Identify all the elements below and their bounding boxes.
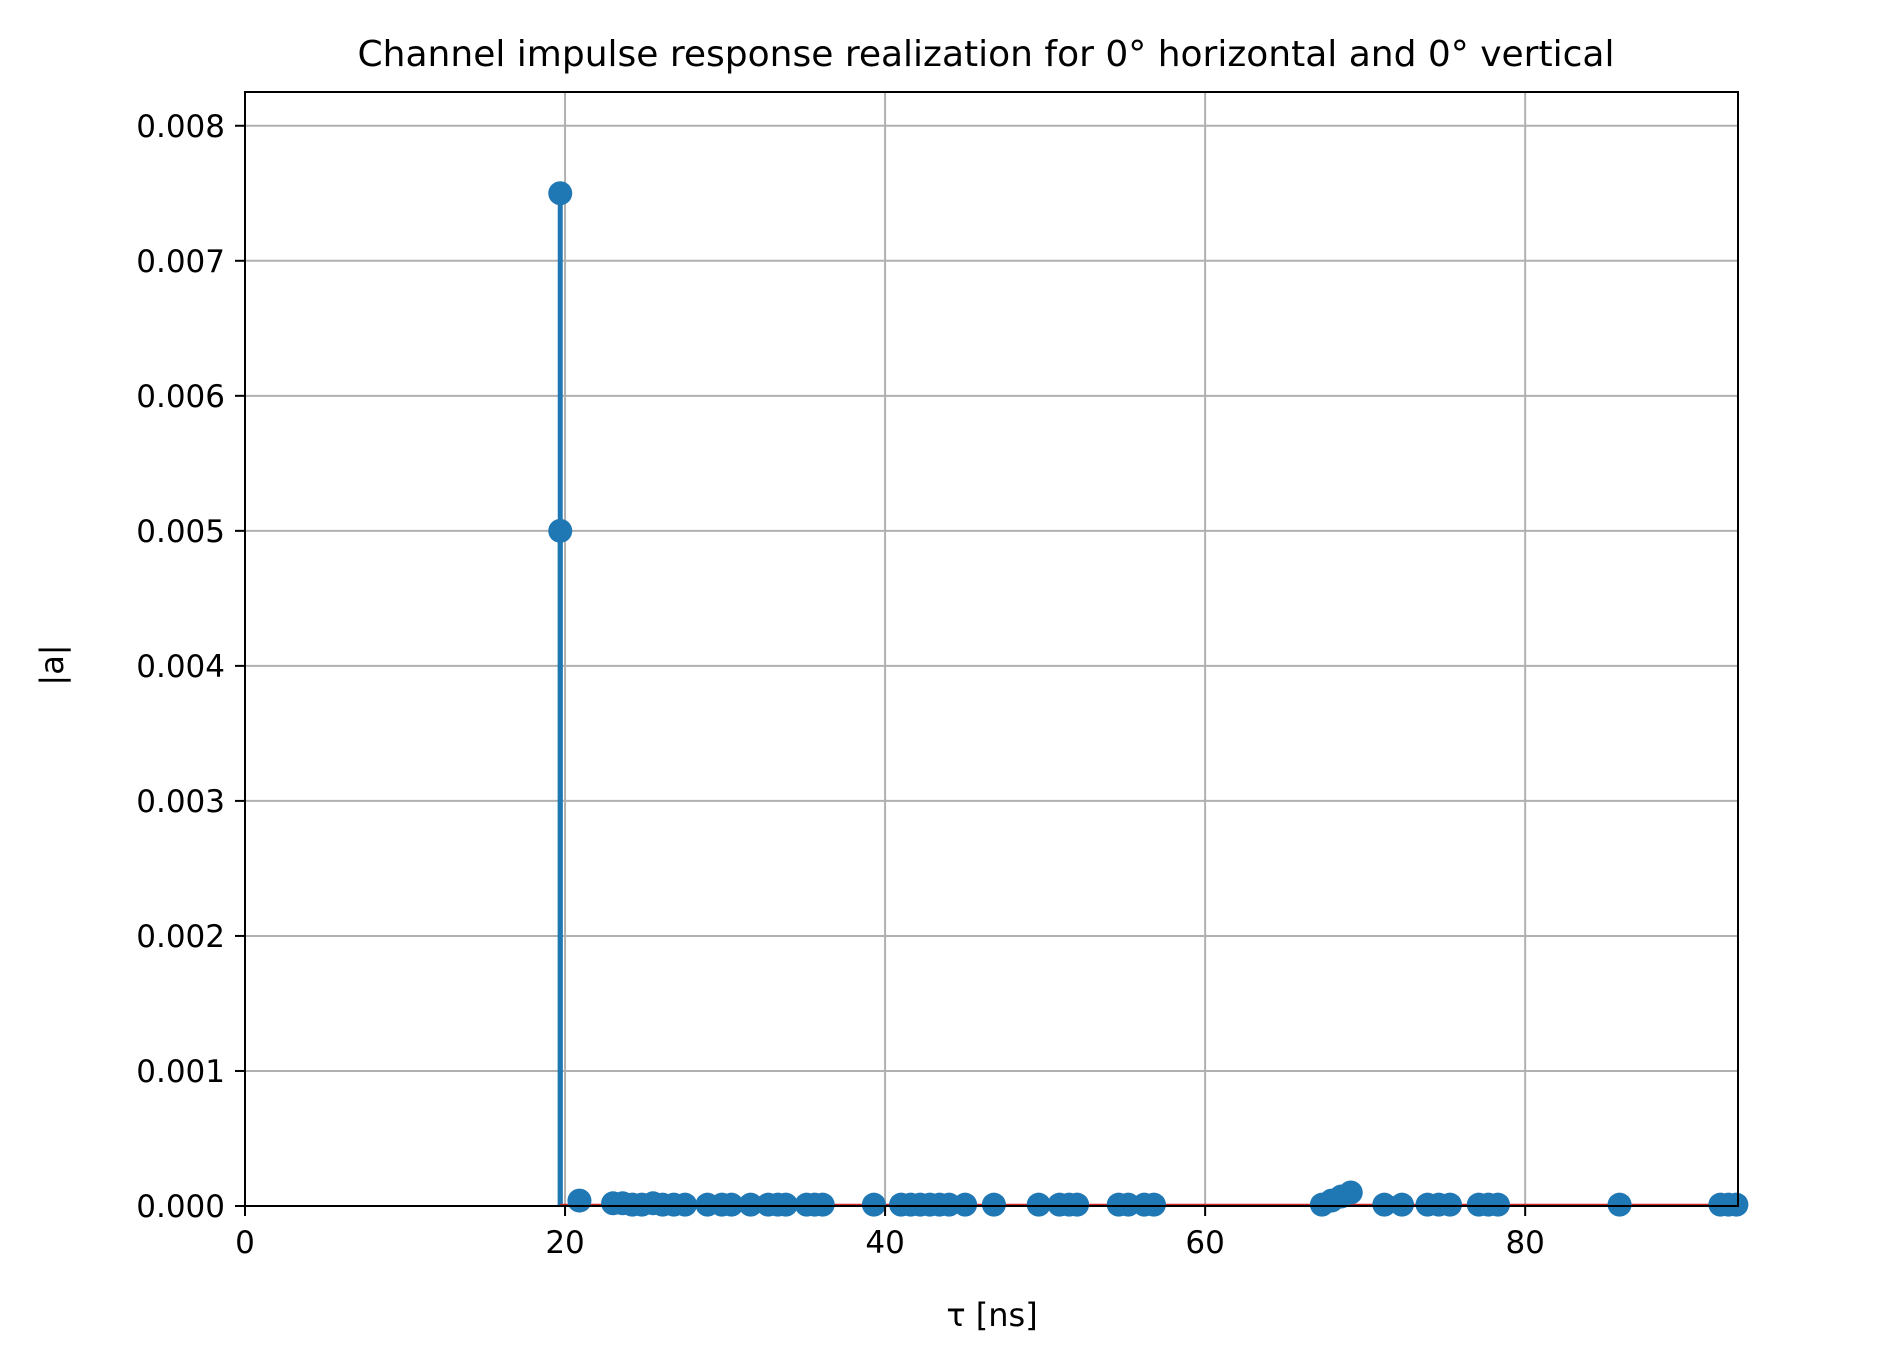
stem-marker <box>1141 1192 1166 1217</box>
stem-marker <box>567 1188 592 1213</box>
x-tick-label: 0 <box>235 1225 255 1261</box>
y-tick-label: 0.003 <box>136 784 225 820</box>
stem-marker <box>953 1192 978 1217</box>
stem-marker <box>773 1192 798 1217</box>
stem-marker <box>1065 1192 1090 1217</box>
y-tick-label: 0.001 <box>136 1054 225 1090</box>
y-tick-label: 0.000 <box>136 1189 225 1225</box>
stem-marker <box>1437 1192 1462 1217</box>
plot-frame <box>244 91 1739 1207</box>
stem-marker <box>548 518 573 543</box>
stem-marker <box>1338 1180 1363 1205</box>
stem-marker <box>981 1192 1006 1217</box>
stem-marker <box>548 181 573 206</box>
stem-marker <box>861 1192 886 1217</box>
stem-marker <box>1026 1192 1051 1217</box>
stem-marker <box>673 1192 698 1217</box>
x-tick-label: 40 <box>865 1225 904 1261</box>
y-tick-label: 0.002 <box>136 919 225 955</box>
stem-marker <box>1485 1192 1510 1217</box>
stem-marker <box>1372 1192 1397 1217</box>
y-axis-label: |a| <box>33 644 71 685</box>
y-tick-label: 0.004 <box>136 649 225 685</box>
ticks: 0 20 40 60 80 0.000 0.001 0.002 0.003 0.004 0.005 0… <box>136 109 1545 1261</box>
y-tick-label: 0.007 <box>136 244 225 280</box>
y-tick-label: 0.008 <box>136 109 225 145</box>
stem-marker <box>1389 1192 1414 1217</box>
y-tick-label: 0.006 <box>136 379 225 415</box>
x-tick-label: 60 <box>1185 1225 1224 1261</box>
stem-marker <box>810 1192 835 1217</box>
stem-marker <box>1607 1192 1632 1217</box>
markers <box>548 181 1749 1217</box>
stem-marker <box>1724 1192 1749 1217</box>
y-tick-label: 0.005 <box>136 514 225 550</box>
stem-marker <box>738 1192 763 1217</box>
x-axis-label: τ [ns] <box>946 1296 1037 1334</box>
stem-marker <box>719 1192 744 1217</box>
x-tick-label: 20 <box>545 1225 584 1261</box>
x-tick-label: 80 <box>1505 1225 1544 1261</box>
chart-title: Channel impulse response realization for… <box>358 34 1615 75</box>
